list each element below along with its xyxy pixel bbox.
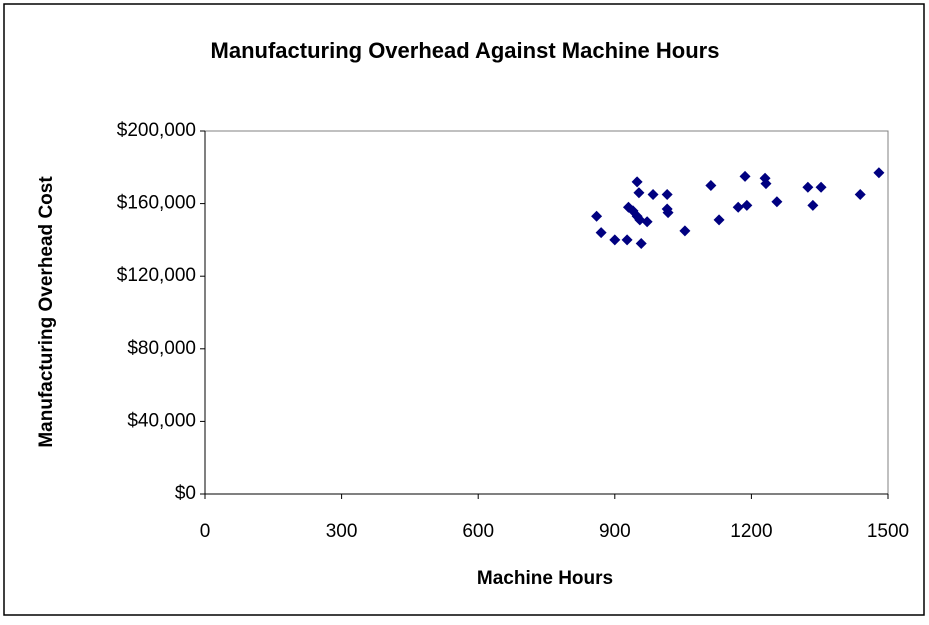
y-tick-label: $200,000 — [117, 120, 196, 141]
point — [662, 207, 674, 219]
y-tick-label: $160,000 — [117, 193, 196, 214]
point — [635, 238, 647, 250]
point — [815, 181, 827, 193]
point — [641, 216, 653, 228]
point — [595, 227, 607, 239]
point — [621, 234, 633, 246]
chart-border — [3, 3, 925, 616]
point — [631, 176, 643, 188]
point — [760, 178, 772, 190]
x-tick-label: 300 — [326, 521, 358, 542]
y-tick-label: $0 — [175, 483, 196, 504]
point — [609, 234, 621, 246]
point — [873, 167, 885, 179]
point — [661, 189, 673, 201]
y-tick-label: $120,000 — [117, 265, 196, 286]
x-tick-label: 1500 — [867, 521, 909, 542]
point — [771, 196, 783, 208]
point — [647, 189, 659, 201]
x-axis-title: Machine Hours — [477, 568, 613, 589]
point — [802, 181, 814, 193]
point — [732, 201, 744, 213]
y-tick-label: $80,000 — [127, 338, 196, 359]
point — [739, 170, 751, 182]
x-tick-label: 1200 — [730, 521, 772, 542]
point — [741, 199, 753, 211]
point — [633, 187, 645, 199]
chart-title: Manufacturing Overhead Against Machine H… — [211, 38, 720, 63]
point — [705, 179, 717, 191]
point — [713, 214, 725, 226]
y-tick-label: $40,000 — [127, 410, 196, 431]
x-tick-label: 900 — [599, 521, 631, 542]
point — [807, 199, 819, 211]
point — [854, 189, 866, 201]
point — [591, 210, 603, 222]
x-tick-label: 600 — [462, 521, 494, 542]
y-axis-title: Manufacturing Overhead Cost — [36, 176, 57, 448]
x-tick-label: 0 — [200, 521, 211, 542]
point — [679, 225, 691, 237]
